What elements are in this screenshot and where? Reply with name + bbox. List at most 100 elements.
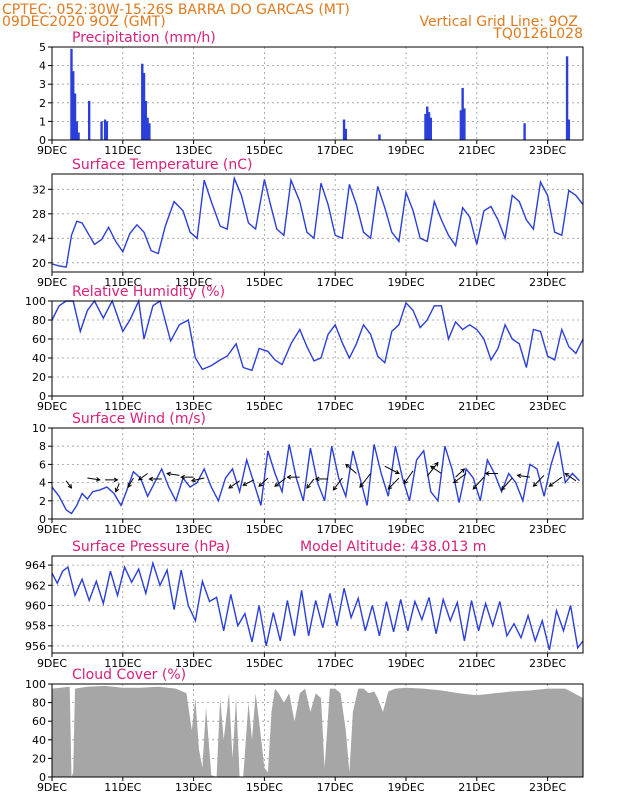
temp-xtick-label: 19DEC (387, 276, 424, 289)
wind-xtick-label: 19DEC (387, 523, 424, 536)
wind-vector (532, 474, 545, 487)
wind-vector-head (387, 484, 393, 490)
wind-vector-head (137, 476, 143, 481)
precip-bar (146, 117, 149, 140)
wind-vector (472, 476, 485, 490)
wind-vector-head (359, 483, 364, 488)
precip-xtick-label: 23DEC (529, 144, 566, 157)
rh-line (51, 298, 584, 372)
precip-frame (51, 46, 584, 141)
rh-ytick-label: 100 (25, 295, 46, 308)
wind-vector-shaft (430, 465, 442, 474)
wind-vector (127, 477, 134, 489)
wind-vector (332, 477, 343, 491)
wind-vector (384, 465, 400, 475)
pres-xtick-label: 19DEC (387, 657, 424, 670)
rh-ytick-label: 60 (32, 333, 46, 346)
wind-vector (500, 477, 513, 491)
precip-xtick-label: 19DEC (387, 144, 424, 157)
precip-bar (142, 73, 146, 140)
wind-vector (114, 483, 120, 493)
pres-xtick-label: 21DEC (458, 657, 495, 670)
wind-vector-head (394, 469, 400, 475)
pres-xtick-label: 23DEC (529, 657, 566, 670)
precip-xtick-label: 9DEC (37, 144, 67, 157)
wind-vector (148, 476, 162, 482)
precip-bar (105, 121, 109, 140)
cloud-ytick-label: 80 (32, 697, 46, 710)
wind-vector (87, 477, 101, 482)
precip-bar (461, 87, 464, 140)
precip-bar (427, 112, 431, 140)
rh-xtick-label: 11DEC (104, 400, 141, 413)
temp-line (51, 175, 584, 268)
wind-vector-head (306, 484, 311, 489)
precip-bar (75, 121, 78, 140)
cloud-panel: 0 20 40 60 80 100 9DEC 11DEC 13DEC 15DEC 17DEC 19DE… (25, 667, 584, 794)
wind-vector-head (484, 471, 490, 476)
pres-xtick-label: 9DEC (37, 657, 67, 670)
wind-xtick-label: 11DEC (104, 523, 141, 536)
wind-vector-head (127, 483, 132, 489)
precip-ytick-label: 4 (39, 60, 46, 73)
wind-frame (51, 427, 584, 520)
pres-subtitle: Model Altitude: 438.013 m (300, 539, 486, 555)
cloud-xtick-label: 17DEC (317, 781, 354, 794)
pres-ytick-label: 960 (25, 600, 46, 613)
pres-ytick-label: 962 (25, 579, 46, 592)
wind-vector-shaft (87, 477, 100, 481)
wind-vector-head (95, 477, 101, 482)
precip-ytick-label: 0 (39, 134, 46, 147)
cloud-xtick-label: 9DEC (37, 781, 67, 794)
wind-xtick-label: 17DEC (317, 523, 354, 536)
wind-vector-shaft (455, 468, 465, 478)
wind-vector (314, 476, 329, 482)
precip-bar (523, 123, 526, 140)
wind-vector-shaft (472, 476, 485, 490)
wind-vector (258, 477, 269, 487)
wind-vector (105, 477, 119, 483)
temp-ytick-label: 24 (32, 232, 46, 245)
precip-bar (565, 56, 569, 140)
rh-ytick-label: 40 (32, 352, 46, 365)
cloud-ytick-label: 40 (32, 734, 46, 747)
rh-xtick-label: 15DEC (246, 400, 283, 413)
precip-xtick-label: 15DEC (246, 144, 283, 157)
wind-vector-shaft (191, 477, 205, 482)
precip-bar (567, 119, 571, 140)
wind-vector (306, 478, 315, 489)
temp-xtick-label: 15DEC (246, 276, 283, 289)
wind-vector-shaft (127, 477, 134, 488)
wind-vector (548, 476, 563, 487)
wind-ytick-label: 4 (39, 477, 46, 490)
wind-vector-head (500, 485, 506, 491)
precip-xtick-label: 21DEC (458, 144, 495, 157)
wind-xtick-label: 21DEC (458, 523, 495, 536)
wind-vector-head (532, 482, 538, 487)
wind-vector-shaft (565, 473, 577, 482)
temp-ytick-label: 28 (32, 208, 46, 221)
wind-xtick-label: 13DEC (175, 523, 212, 536)
wind-vector-shaft (333, 477, 343, 491)
wind-vector-head (286, 474, 292, 480)
wind-vector (452, 473, 467, 484)
precip-bar (77, 132, 80, 140)
wind-ytick-label: 10 (32, 422, 46, 435)
pres-panel: 956 958 960 962 964 9DEC 11DEC 13DEC 15DEC 17DEC 1… (25, 539, 584, 670)
precip-xtick-label: 17DEC (317, 144, 354, 157)
wind-vector-shaft (345, 464, 357, 474)
cloud-title: Cloud Cover (%) (72, 667, 186, 683)
wind-vector-shaft (517, 474, 530, 478)
wind-vector (242, 479, 255, 486)
precip-title: Precipitation (mm/h) (72, 30, 216, 46)
wind-vector-head (472, 484, 478, 490)
wind-vector-head (258, 482, 264, 487)
wind-xtick-label: 15DEC (246, 523, 283, 536)
precip-bar (459, 110, 463, 140)
wind-xtick-label: 9DEC (37, 523, 67, 536)
wind-line (51, 441, 581, 515)
wind-vector-head (166, 471, 171, 477)
wind-vector (387, 477, 400, 490)
temp-frame (51, 173, 584, 273)
wind-vector-shaft (166, 473, 180, 476)
